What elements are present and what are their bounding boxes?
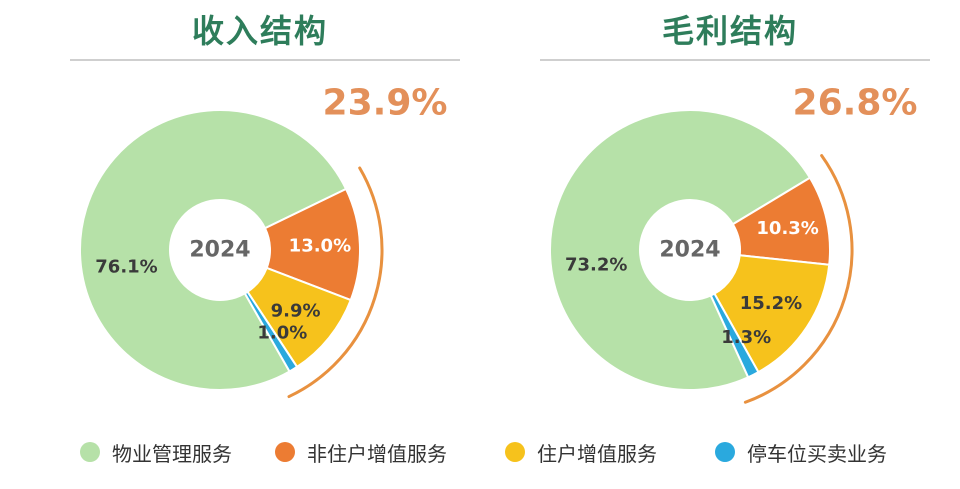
data-label: 10.3% (756, 218, 818, 239)
legend-item-non-owner-value-added: 非住户增值服务 (275, 434, 447, 470)
legend-swatch (715, 442, 735, 462)
slice-non-owner-value-added (263, 187, 361, 302)
data-label: 1.0% (257, 323, 307, 344)
data-label: 13.0% (289, 235, 351, 256)
legend-item-property-management: 物业管理服务 (80, 434, 232, 470)
chart-legend: 物业管理服务 非住户增值服务 住户增值服务 停车位买卖业务 (0, 434, 960, 470)
title-divider (70, 59, 460, 61)
data-label: 15.2% (740, 293, 802, 314)
data-label: 76.1% (95, 256, 157, 277)
revenue-structure-title: 收入结构 (191, 12, 328, 50)
legend-label: 停车位买卖业务 (747, 441, 887, 466)
bracket-arc (287, 166, 384, 399)
gross-profit-structure-title: 毛利结构 (661, 12, 798, 50)
slice-parking (243, 290, 299, 373)
data-label: 73.2% (565, 255, 627, 276)
bracket-total-label: 23.9% (323, 83, 448, 124)
bracket-total-label: 26.8% (793, 83, 918, 124)
data-label: 1.3% (721, 327, 771, 348)
slice-property-management (79, 109, 348, 391)
legend-label: 物业管理服务 (112, 441, 232, 466)
legend-item-parking: 停车位买卖业务 (715, 434, 887, 470)
legend-label: 非住户增值服务 (307, 441, 447, 466)
gross-profit-donut-chart: 73.2% 10.3% 15.2% 1.3% 2024 26.8% (549, 83, 918, 404)
slice-parking (709, 292, 760, 379)
legend-item-owner-value-added: 住户增值服务 (505, 434, 657, 470)
data-label: 9.9% (271, 300, 321, 321)
title-divider (540, 59, 930, 61)
legend-swatch (275, 442, 295, 462)
revenue-structure-panel: 收入结构 76.1% 13.0% 9.9% 1.0% 2024 23.9% (60, 0, 460, 410)
legend-swatch (505, 442, 525, 462)
gross-profit-structure-panel: 毛利结构 73.2% 10.3% 15.2% 1.3% 2024 26.8% (530, 0, 930, 410)
revenue-donut-chart: 76.1% 13.0% 9.9%1.0% 2024 23.9% (79, 83, 448, 399)
center-year-label: 2024 (189, 238, 250, 263)
legend-swatch (80, 442, 100, 462)
legend-label: 住户增值服务 (537, 441, 657, 466)
bracket-arc (743, 154, 854, 404)
slice-property-management (549, 109, 812, 391)
center-year-label: 2024 (659, 238, 720, 263)
